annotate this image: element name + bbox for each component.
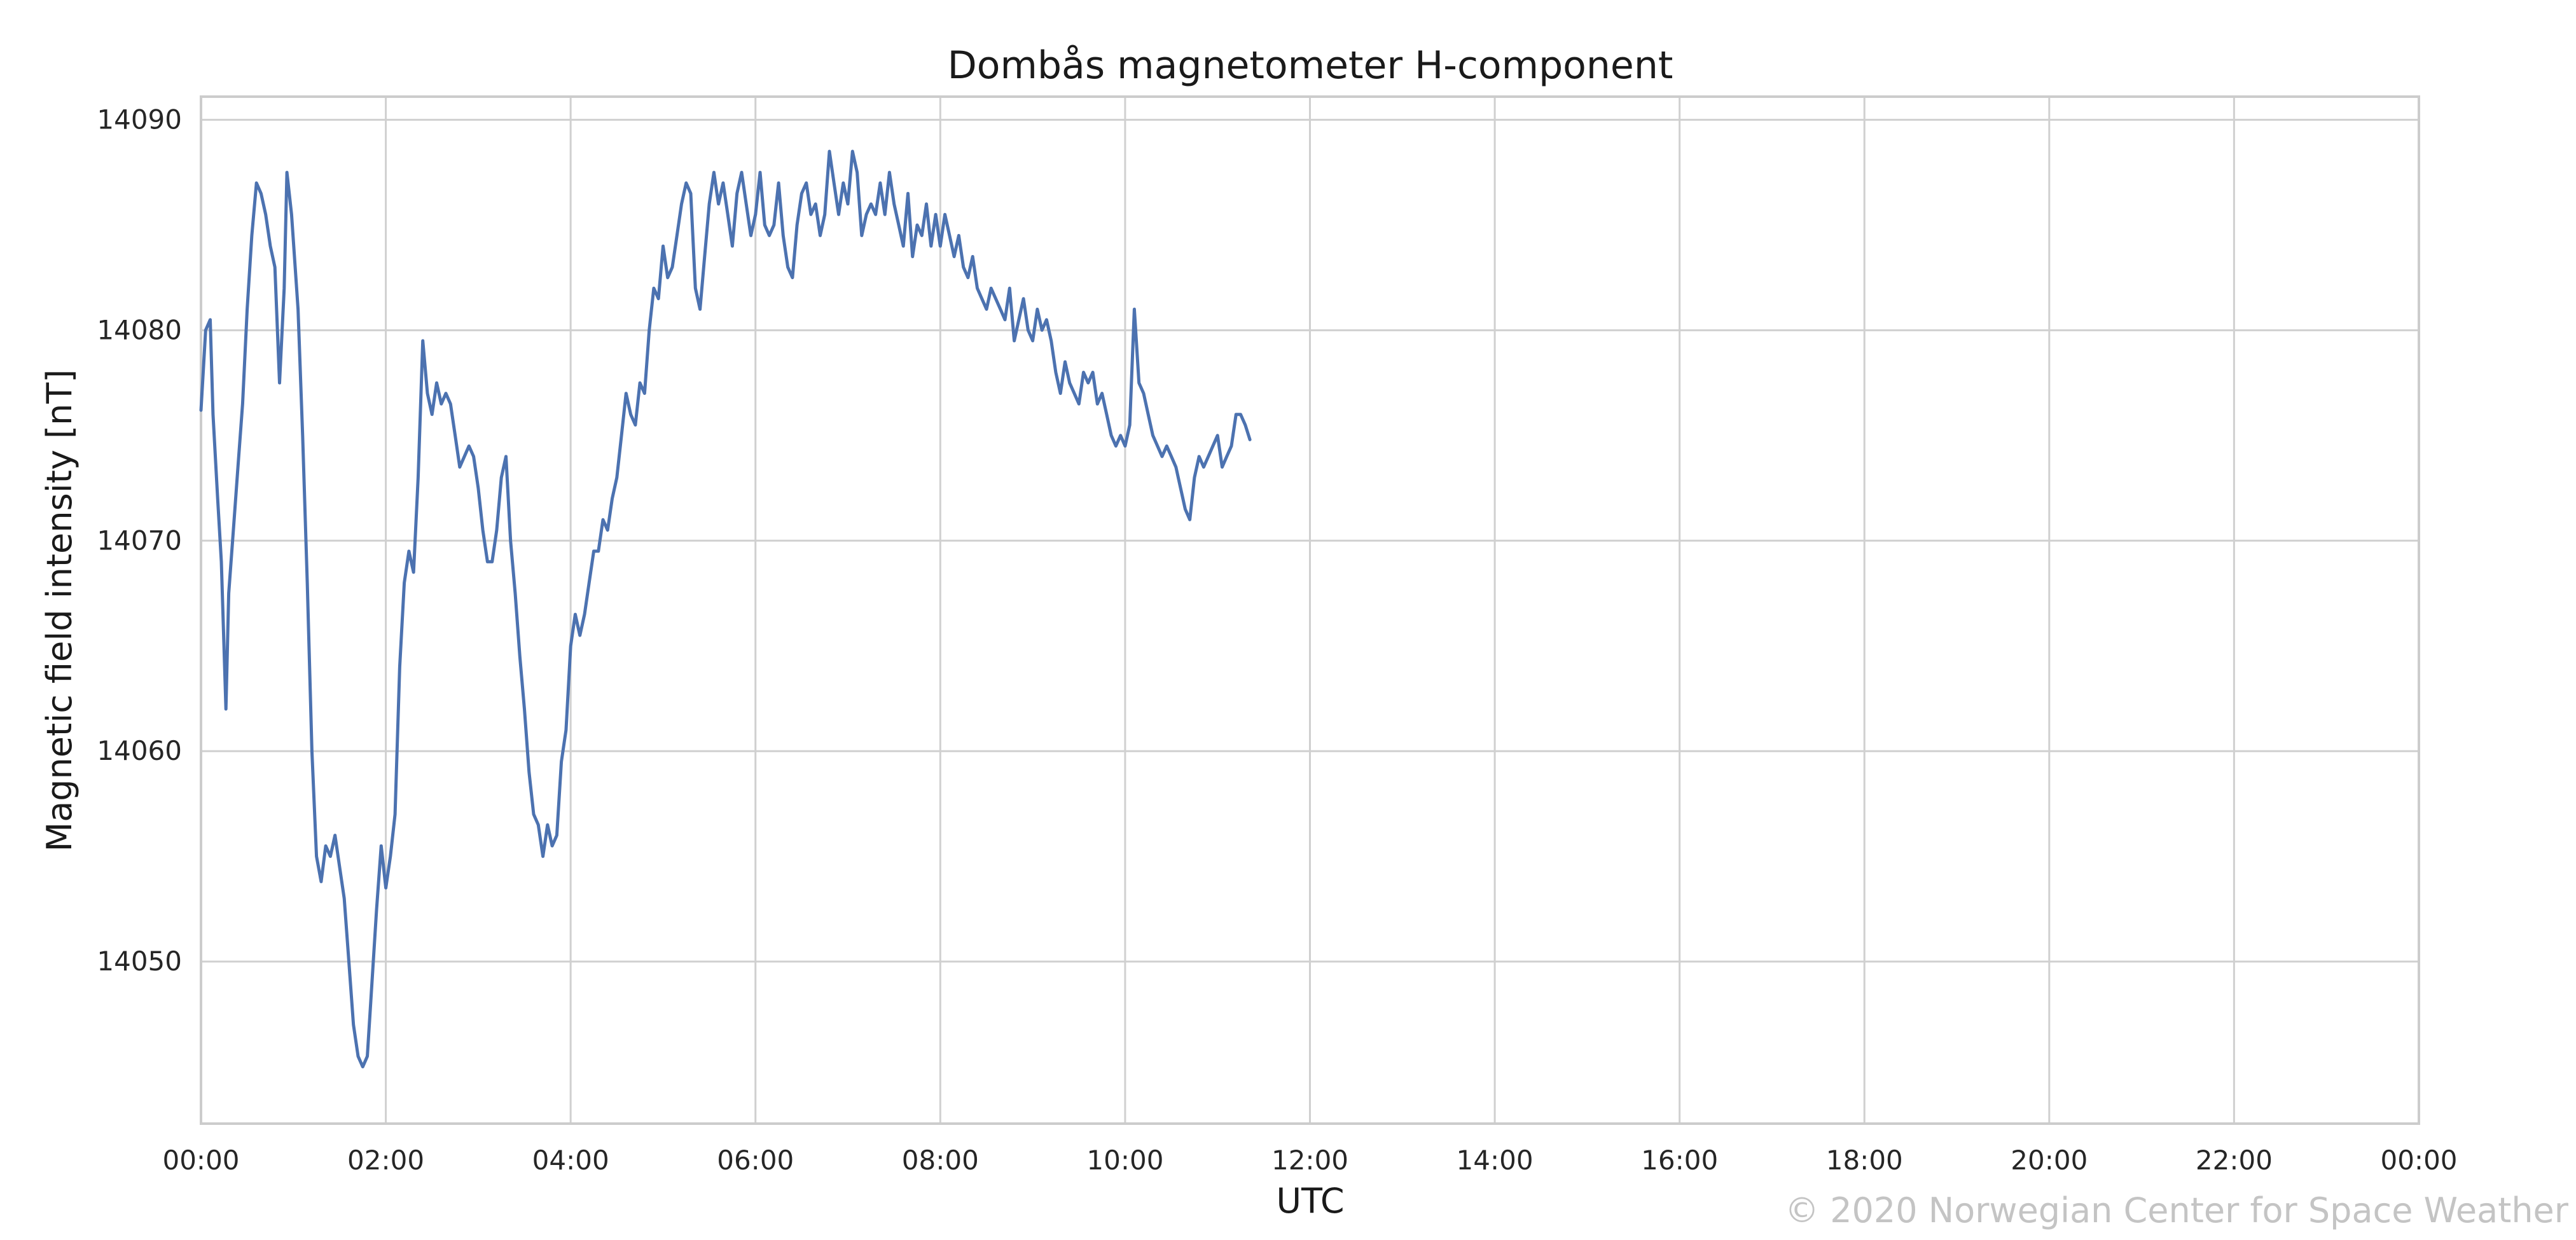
series-layer <box>199 149 1252 1069</box>
x-tick-label: 10:00 <box>1086 1145 1163 1176</box>
x-axis-label: UTC <box>1276 1181 1344 1221</box>
y-axis-label: Magnetic field intensity [nT] <box>39 369 80 852</box>
x-tick-label: 18:00 <box>1826 1145 1903 1176</box>
y-tick-label: 14060 <box>97 735 182 766</box>
x-tick-label: 06:00 <box>717 1145 794 1176</box>
y-axis-ticks: 14050 14060 14070 14080 14090 <box>97 104 182 977</box>
x-tick-label: 04:00 <box>532 1145 609 1176</box>
copyright-notice: © 2020 Norwegian Center for Space Weathe… <box>1785 1190 2569 1230</box>
grid <box>200 97 2420 1124</box>
y-tick-label: 14070 <box>97 525 182 556</box>
y-tick-label: 14050 <box>97 946 182 977</box>
x-axis-ticks: 00:00 02:00 04:00 06:00 08:00 10:00 12:00 14:00… <box>162 1145 2457 1176</box>
chart-title: Dombås magnetometer H-component <box>948 43 1673 88</box>
x-tick-label: 20:00 <box>2011 1145 2088 1176</box>
y-tick-label: 14090 <box>97 104 182 135</box>
x-tick-label: 08:00 <box>902 1145 979 1176</box>
x-tick-label: 14:00 <box>1457 1145 1534 1176</box>
y-tick-label: 14080 <box>97 314 182 345</box>
series-line-h-component <box>199 149 1252 1069</box>
x-tick-label: 00:00 <box>2380 1145 2457 1176</box>
x-tick-label: 00:00 <box>162 1145 239 1176</box>
plot-frame <box>200 95 2420 1125</box>
x-tick-label: 02:00 <box>347 1145 424 1176</box>
x-tick-label: 12:00 <box>1271 1145 1348 1176</box>
x-tick-label: 16:00 <box>1641 1145 1718 1176</box>
x-tick-label: 22:00 <box>2196 1145 2273 1176</box>
